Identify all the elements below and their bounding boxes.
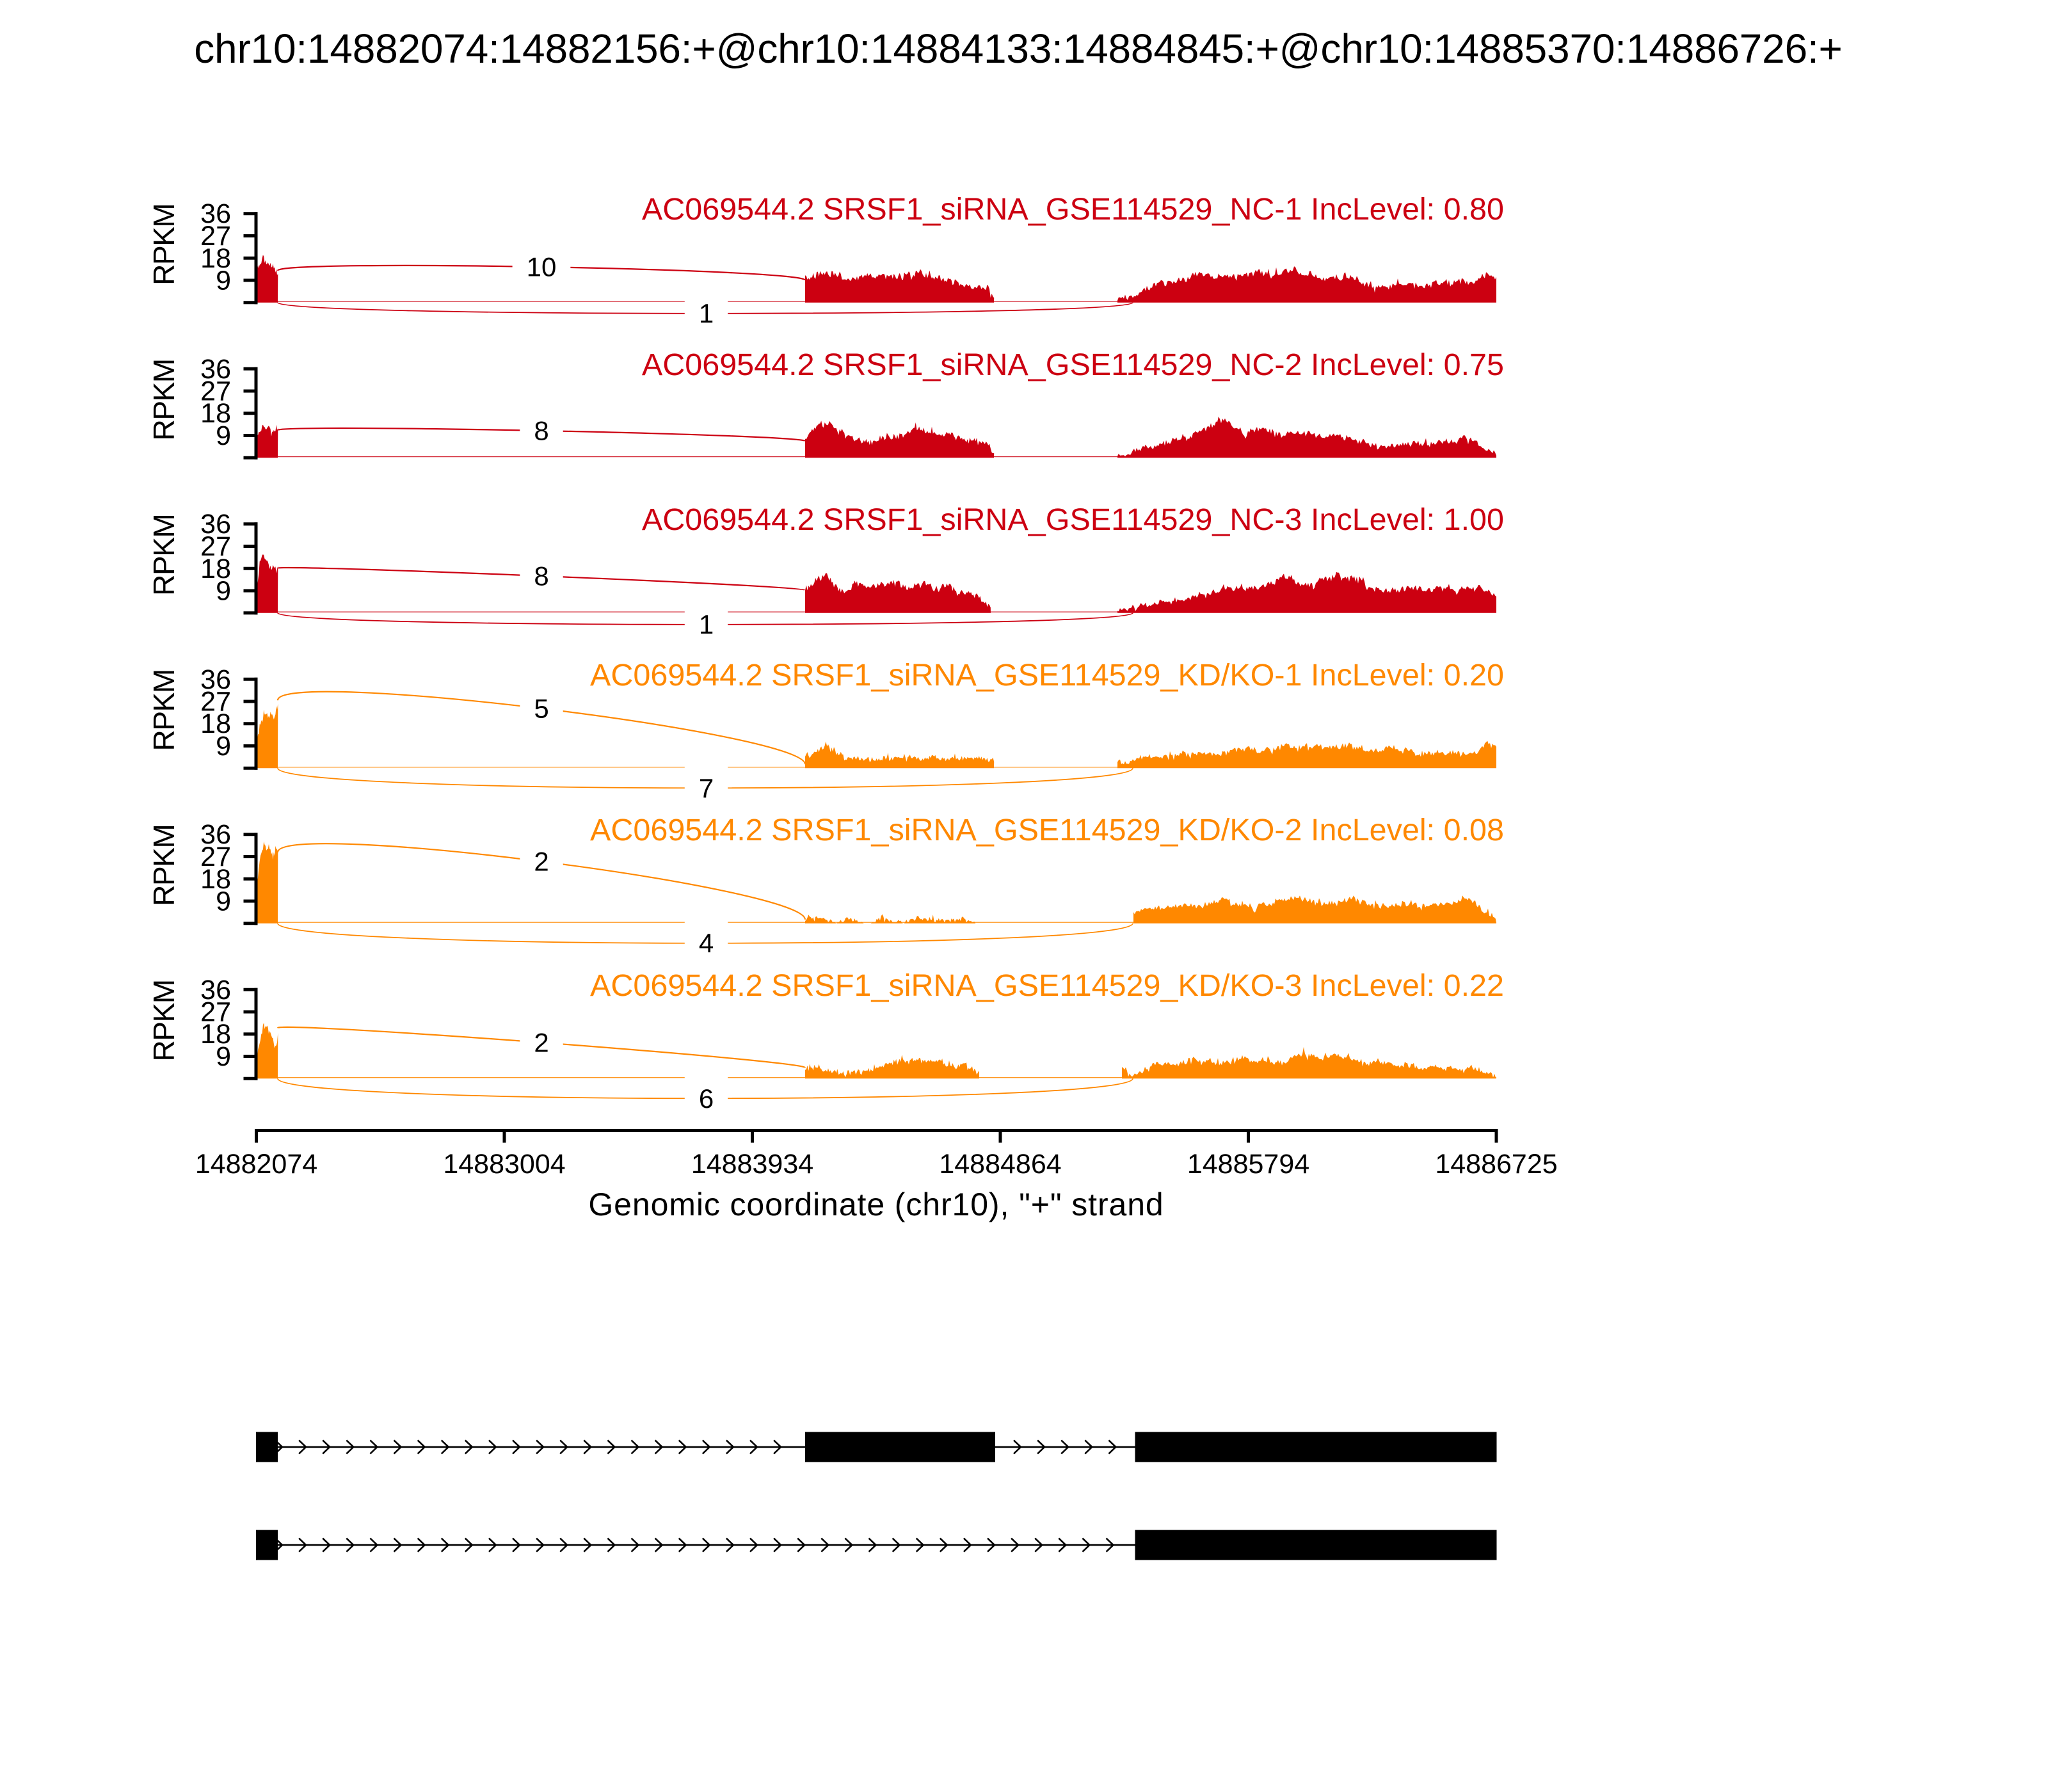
svg-text:RPKM: RPKM: [147, 515, 180, 596]
svg-text:9: 9: [216, 576, 231, 607]
svg-text:18: 18: [200, 243, 231, 274]
svg-text:36: 36: [200, 509, 231, 540]
svg-text:10: 10: [527, 252, 557, 282]
svg-text:AC069544.2 SRSF1_siRNA_GSE1145: AC069544.2 SRSF1_siRNA_GSE114529_NC-1 In…: [642, 192, 1504, 227]
svg-text:14885794: 14885794: [1187, 1149, 1309, 1180]
svg-text:27: 27: [200, 376, 231, 407]
svg-text:AC069544.2 SRSF1_siRNA_GSE1145: AC069544.2 SRSF1_siRNA_GSE114529_NC-3 In…: [642, 502, 1504, 537]
svg-text:RPKM: RPKM: [147, 204, 180, 285]
svg-text:9: 9: [216, 886, 231, 917]
svg-text:27: 27: [200, 221, 231, 252]
svg-text:27: 27: [200, 531, 231, 562]
svg-text:Genomic coordinate (chr10), "+: Genomic coordinate (chr10), "+" strand: [588, 1187, 1164, 1222]
svg-text:chr10:14882074:14882156:+@chr1: chr10:14882074:14882156:+@chr10:14884133…: [194, 26, 1842, 72]
svg-text:8: 8: [534, 561, 548, 591]
svg-text:36: 36: [200, 354, 231, 385]
svg-text:18: 18: [200, 708, 231, 739]
svg-text:RPKM: RPKM: [147, 359, 180, 440]
svg-text:2: 2: [534, 1028, 548, 1058]
svg-text:AC069544.2 SRSF1_siRNA_GSE1145: AC069544.2 SRSF1_siRNA_GSE114529_NC-2 In…: [642, 348, 1504, 382]
svg-text:RPKM: RPKM: [147, 669, 180, 751]
svg-text:18: 18: [200, 398, 231, 429]
svg-text:AC069544.2 SRSF1_siRNA_GSE1145: AC069544.2 SRSF1_siRNA_GSE114529_KD/KO-1…: [590, 658, 1504, 692]
svg-text:18: 18: [200, 864, 231, 895]
svg-text:RPKM: RPKM: [147, 825, 180, 906]
svg-text:14884864: 14884864: [939, 1149, 1061, 1180]
svg-text:27: 27: [200, 842, 231, 872]
svg-text:14886725: 14886725: [1435, 1149, 1557, 1180]
svg-text:1: 1: [699, 298, 714, 328]
svg-text:27: 27: [200, 997, 231, 1028]
svg-text:27: 27: [200, 687, 231, 717]
svg-text:2: 2: [534, 847, 548, 877]
svg-text:14882074: 14882074: [195, 1149, 317, 1180]
svg-text:6: 6: [699, 1084, 714, 1114]
svg-text:36: 36: [200, 975, 231, 1005]
svg-text:14883004: 14883004: [443, 1149, 565, 1180]
svg-text:18: 18: [200, 554, 231, 584]
svg-text:9: 9: [216, 731, 231, 762]
svg-text:9: 9: [216, 266, 231, 296]
svg-text:36: 36: [200, 819, 231, 850]
svg-text:7: 7: [699, 773, 714, 803]
svg-text:9: 9: [216, 1041, 231, 1072]
svg-text:AC069544.2 SRSF1_siRNA_GSE1145: AC069544.2 SRSF1_siRNA_GSE114529_KD/KO-2…: [590, 813, 1504, 847]
svg-text:8: 8: [534, 416, 548, 446]
svg-text:36: 36: [200, 198, 231, 229]
svg-text:18: 18: [200, 1019, 231, 1050]
svg-text:36: 36: [200, 664, 231, 695]
svg-text:1: 1: [699, 609, 714, 639]
svg-text:RPKM: RPKM: [147, 980, 180, 1061]
svg-text:14883934: 14883934: [691, 1149, 813, 1180]
svg-text:5: 5: [534, 694, 548, 724]
svg-text:AC069544.2 SRSF1_siRNA_GSE1145: AC069544.2 SRSF1_siRNA_GSE114529_KD/KO-3…: [590, 968, 1504, 1003]
svg-text:4: 4: [699, 928, 714, 958]
svg-text:9: 9: [216, 420, 231, 451]
